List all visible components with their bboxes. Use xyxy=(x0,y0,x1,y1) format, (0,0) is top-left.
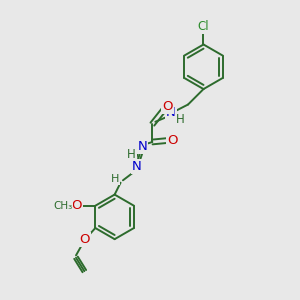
Text: O: O xyxy=(80,233,90,246)
Text: O: O xyxy=(167,134,178,147)
Text: N: N xyxy=(166,106,176,119)
Text: Cl: Cl xyxy=(198,20,209,33)
Text: CH₃: CH₃ xyxy=(53,201,72,211)
Text: H: H xyxy=(176,113,184,126)
Text: H: H xyxy=(111,174,119,184)
Text: N: N xyxy=(137,140,147,153)
Text: H: H xyxy=(127,148,136,161)
Text: O: O xyxy=(71,199,82,212)
Text: N: N xyxy=(132,160,142,173)
Text: O: O xyxy=(162,100,172,113)
